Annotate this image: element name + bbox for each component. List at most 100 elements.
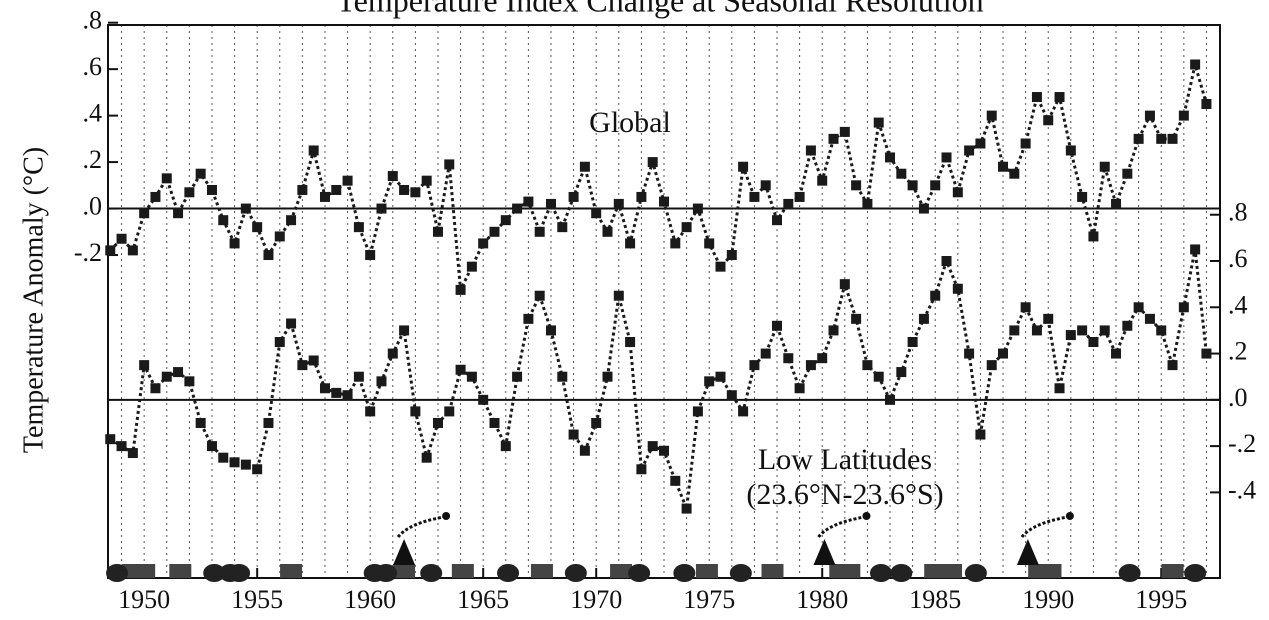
- data-point: [952, 283, 963, 294]
- event-triangle: [1016, 539, 1039, 565]
- event-triangle: [813, 539, 836, 565]
- data-point: [387, 348, 398, 359]
- data-point: [139, 208, 150, 219]
- event-circle: [673, 564, 696, 582]
- data-point: [885, 394, 896, 405]
- event-square: [393, 564, 416, 578]
- event-circle: [420, 564, 443, 582]
- y-axis-label: Temperature Anomaly (°C): [18, 147, 49, 453]
- y2-tick-label: .4: [1228, 290, 1248, 319]
- data-point: [218, 452, 229, 463]
- data-point: [941, 152, 952, 163]
- event-square: [610, 564, 633, 578]
- data-point: [568, 429, 579, 440]
- data-point: [805, 145, 816, 156]
- data-point: [1020, 302, 1031, 313]
- data-point: [455, 364, 466, 375]
- data-point: [591, 417, 602, 428]
- data-point: [195, 168, 206, 179]
- data-point: [998, 348, 1009, 359]
- data-point: [896, 367, 907, 378]
- data-point: [127, 245, 138, 256]
- data-point: [952, 187, 963, 198]
- data-point: [195, 417, 206, 428]
- data-point: [399, 184, 410, 195]
- eruption-plume-head: [442, 512, 451, 520]
- data-point: [1111, 198, 1122, 209]
- data-point: [579, 445, 590, 456]
- data-point: [1065, 330, 1076, 341]
- event-circle: [1184, 564, 1207, 582]
- data-point: [817, 353, 828, 364]
- data-point: [692, 203, 703, 214]
- data-point: [161, 173, 172, 184]
- data-point: [749, 191, 760, 202]
- data-point: [1156, 325, 1167, 336]
- data-point: [1190, 244, 1201, 255]
- data-point: [1020, 138, 1031, 149]
- data-point: [1031, 325, 1042, 336]
- data-point: [512, 371, 523, 382]
- data-point: [704, 376, 715, 387]
- event-square: [761, 564, 784, 578]
- data-point: [127, 448, 138, 459]
- data-point: [1088, 231, 1099, 242]
- data-point: [1178, 110, 1189, 121]
- data-point: [715, 261, 726, 272]
- data-point: [1054, 383, 1065, 394]
- global-label: Global: [589, 106, 671, 139]
- eruption-plume: [396, 515, 445, 538]
- x-tick-label: 1970: [570, 585, 622, 614]
- data-point: [466, 261, 477, 272]
- data-point: [1043, 115, 1054, 126]
- series-line: [109, 249, 1208, 510]
- data-point: [252, 464, 263, 475]
- data-point: [297, 360, 308, 371]
- data-point: [240, 203, 251, 214]
- data-point: [399, 325, 410, 336]
- data-point: [579, 161, 590, 172]
- x-tick-label: 1965: [457, 585, 509, 614]
- x-tick-label: 1985: [909, 585, 961, 614]
- data-point: [772, 215, 783, 226]
- data-point: [523, 313, 534, 324]
- data-point: [1167, 360, 1178, 371]
- event-circle: [729, 564, 752, 582]
- data-point: [602, 226, 613, 237]
- data-point: [286, 215, 297, 226]
- data-point: [986, 360, 997, 371]
- data-point: [1099, 325, 1110, 336]
- data-point: [105, 245, 116, 256]
- data-point: [918, 313, 929, 324]
- data-point: [331, 387, 342, 398]
- data-point: [444, 406, 455, 417]
- data-point: [636, 464, 647, 475]
- data-point: [681, 503, 692, 514]
- data-point: [240, 459, 251, 470]
- data-point: [545, 325, 556, 336]
- y2-tick-label: .6: [1228, 244, 1248, 273]
- event-square: [280, 564, 303, 578]
- data-point: [432, 417, 443, 428]
- data-point: [1111, 348, 1122, 359]
- data-point: [319, 383, 330, 394]
- data-point: [839, 279, 850, 290]
- data-point: [613, 198, 624, 209]
- y-tick-label: .4: [83, 99, 103, 128]
- data-point: [500, 441, 511, 452]
- data-point: [512, 203, 523, 214]
- event-square: [1161, 564, 1184, 578]
- data-point: [353, 371, 364, 382]
- data-point: [218, 215, 229, 226]
- y-tick-label: .0: [83, 192, 103, 221]
- data-point: [975, 429, 986, 440]
- x-tick-label: 1950: [118, 585, 170, 614]
- data-point: [873, 371, 884, 382]
- data-point: [116, 233, 127, 244]
- data-point: [478, 238, 489, 249]
- data-point: [545, 198, 556, 209]
- data-point: [444, 159, 455, 170]
- data-point: [478, 394, 489, 405]
- data-point: [1133, 302, 1144, 313]
- data-point: [738, 161, 749, 172]
